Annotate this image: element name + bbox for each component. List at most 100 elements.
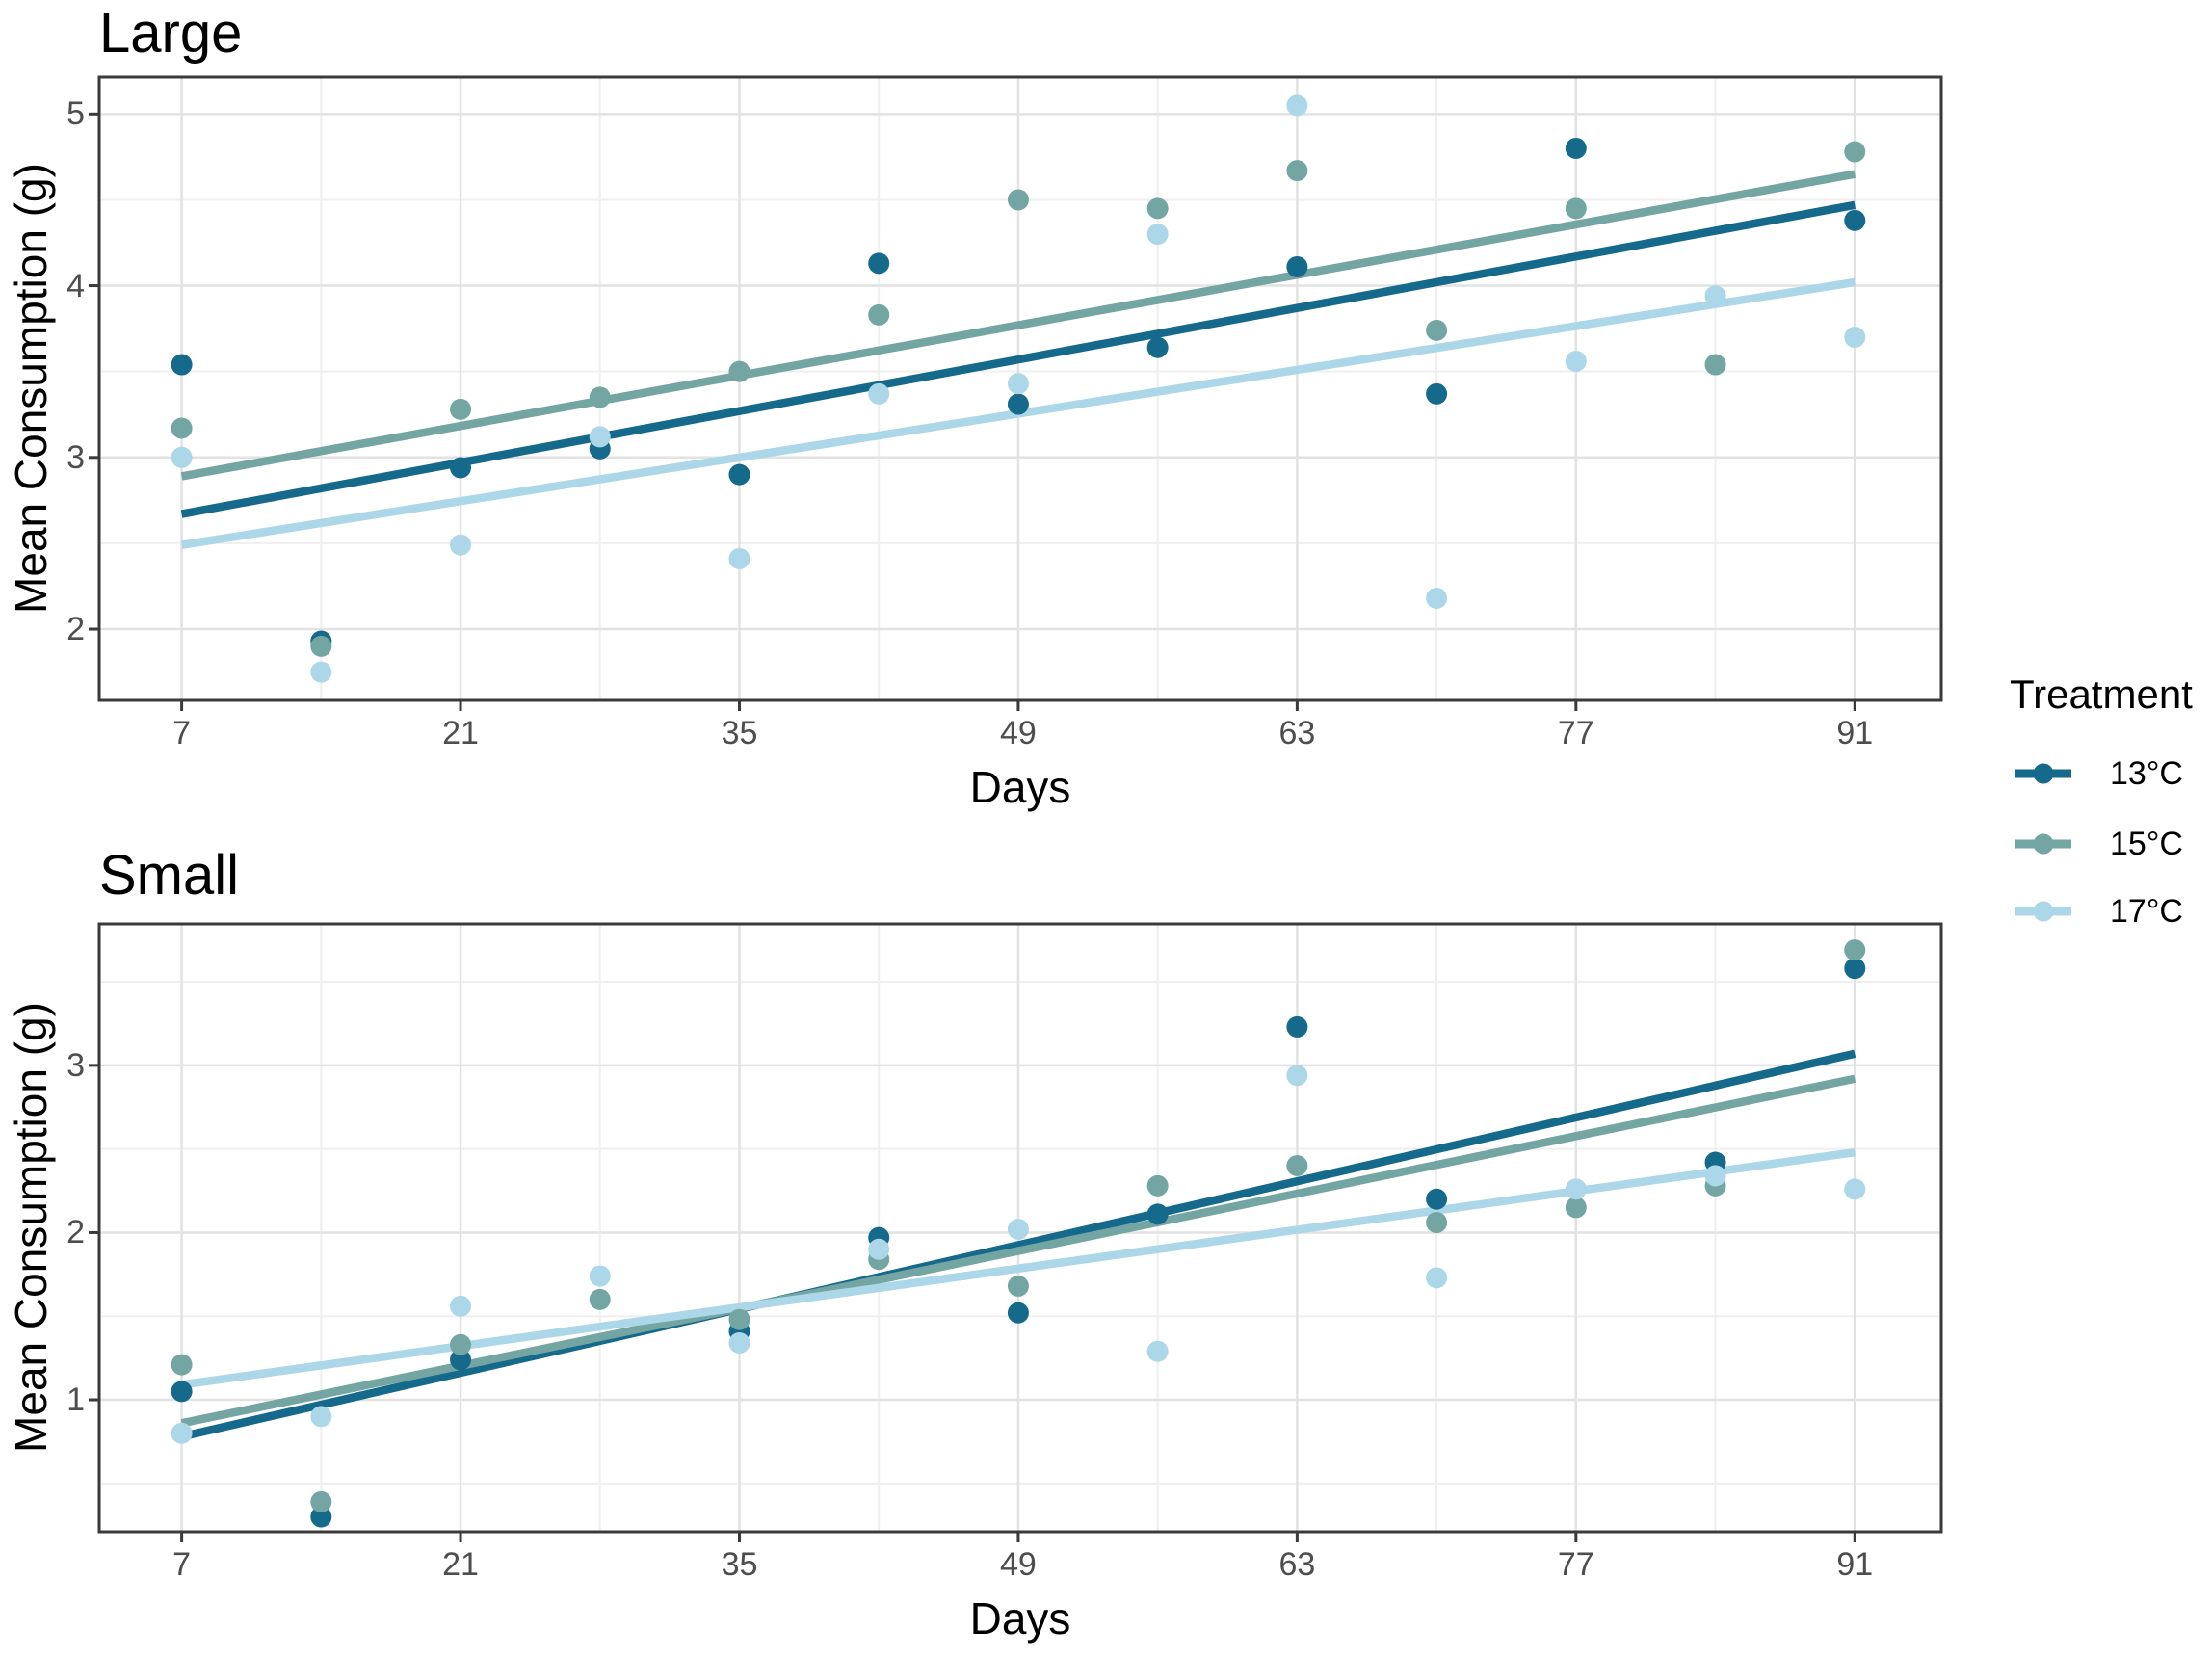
data-point-17°C: [868, 1238, 890, 1260]
y-tick-label: 2: [66, 611, 85, 648]
data-point-17°C: [1704, 1165, 1726, 1187]
data-point-15°C: [450, 398, 472, 420]
x-tick-label: 77: [1557, 1546, 1594, 1583]
data-point-17°C: [450, 534, 472, 556]
data-point-17°C: [1844, 1178, 1866, 1200]
data-point-13°C: [1565, 137, 1587, 159]
panel-title-large: Large: [99, 2, 243, 65]
legend-item-13°C: 13°C: [2015, 752, 2183, 795]
y-tick-label: 3: [66, 438, 85, 476]
data-point-17°C: [1286, 1065, 1308, 1087]
y-tick-label: 5: [66, 95, 85, 133]
data-point-17°C: [1007, 373, 1029, 395]
panel-border: [97, 922, 1943, 1534]
x-tick-label: 49: [1000, 1546, 1037, 1583]
data-point-15°C: [1844, 939, 1866, 961]
data-point-17°C: [1286, 94, 1308, 117]
legend-title: Treatment: [2010, 671, 2193, 717]
data-point-17°C: [450, 1295, 472, 1317]
data-point-17°C: [171, 446, 193, 468]
data-point-15°C: [310, 1490, 332, 1512]
data-point-15°C: [1286, 1155, 1308, 1177]
data-point-17°C: [728, 1332, 750, 1355]
x-tick-label: 21: [442, 715, 479, 751]
data-point-17°C: [1426, 587, 1448, 609]
data-point-15°C: [1007, 1275, 1029, 1297]
data-point-17°C: [310, 1406, 332, 1428]
data-point-17°C: [1007, 1218, 1029, 1240]
data-point-13°C: [868, 252, 890, 275]
panel-title-small: Small: [99, 844, 240, 907]
x-tick-label: 7: [172, 1546, 192, 1583]
data-point-13°C: [1844, 209, 1866, 231]
data-point-13°C: [1286, 1015, 1308, 1038]
legend-item-17°C: 17°C: [2015, 890, 2183, 933]
data-point-13°C: [728, 463, 750, 486]
y-tick-label: 1: [66, 1381, 85, 1419]
data-point-17°C: [171, 1422, 193, 1444]
x-tick-label: 91: [1836, 1546, 1874, 1583]
legend-item-15°C: 15°C: [2015, 823, 2183, 865]
x-tick-label: 21: [442, 1546, 479, 1583]
data-point-15°C: [1426, 1212, 1448, 1234]
data-point-15°C: [1146, 197, 1169, 220]
x-axis-title-small: Days: [969, 1593, 1071, 1644]
data-point-15°C: [1007, 189, 1029, 211]
data-point-13°C: [310, 1506, 332, 1528]
trend-line-13°C: [180, 1049, 1856, 1441]
data-point-15°C: [171, 1354, 193, 1376]
x-tick-label: 77: [1557, 715, 1594, 751]
data-point-13°C: [1146, 336, 1169, 358]
data-point-17°C: [1146, 1340, 1169, 1362]
y-tick-label: 3: [66, 1046, 85, 1084]
data-point-17°C: [589, 1265, 611, 1287]
data-point-15°C: [1426, 319, 1448, 341]
y-tick-label: 2: [66, 1214, 85, 1251]
x-tick-label: 63: [1278, 715, 1316, 751]
legend-label: 15°C: [2110, 825, 2183, 862]
data-point-17°C: [1844, 327, 1866, 349]
data-point-17°C: [310, 661, 332, 683]
data-point-17°C: [589, 426, 611, 448]
data-point-15°C: [1565, 1197, 1587, 1219]
x-tick-label: 7: [172, 715, 192, 751]
data-point-17°C: [1146, 224, 1169, 246]
data-point-17°C: [1565, 1178, 1587, 1200]
trend-line-15°C: [180, 170, 1856, 481]
data-point-15°C: [1704, 354, 1726, 376]
data-point-13°C: [1286, 255, 1308, 277]
data-point-15°C: [728, 1308, 750, 1330]
legend-label: 13°C: [2110, 754, 2183, 792]
x-tick-label: 91: [1836, 715, 1874, 751]
data-point-15°C: [589, 1288, 611, 1310]
x-tick-label: 35: [721, 715, 758, 751]
legend-label: 17°C: [2110, 892, 2183, 930]
data-point-15°C: [589, 386, 611, 408]
data-point-15°C: [1844, 141, 1866, 163]
data-point-13°C: [450, 457, 472, 479]
data-point-13°C: [450, 1349, 472, 1371]
data-point-17°C: [1565, 350, 1587, 372]
data-point-15°C: [171, 417, 193, 439]
data-point-15°C: [868, 303, 890, 326]
legend-key-icon: [2015, 833, 2071, 855]
y-axis-title-large: Mean Consumption (g): [6, 163, 56, 614]
data-point-13°C: [1007, 1302, 1029, 1324]
data-point-13°C: [1426, 382, 1448, 405]
data-point-17°C: [728, 547, 750, 569]
x-tick-label: 35: [721, 1546, 758, 1583]
data-point-15°C: [1286, 160, 1308, 182]
y-tick-label: 4: [66, 267, 85, 304]
data-point-13°C: [1844, 958, 1866, 980]
legend-key-icon: [2015, 763, 2071, 784]
data-point-15°C: [450, 1333, 472, 1355]
data-point-13°C: [171, 1381, 193, 1403]
data-point-15°C: [728, 360, 750, 382]
panel-border: [97, 75, 1943, 702]
legend-key-icon: [2015, 901, 2071, 922]
data-point-13°C: [1146, 1203, 1169, 1225]
x-axis-title-large: Days: [969, 762, 1071, 812]
x-tick-label: 63: [1278, 1546, 1316, 1583]
data-point-15°C: [1146, 1174, 1169, 1197]
